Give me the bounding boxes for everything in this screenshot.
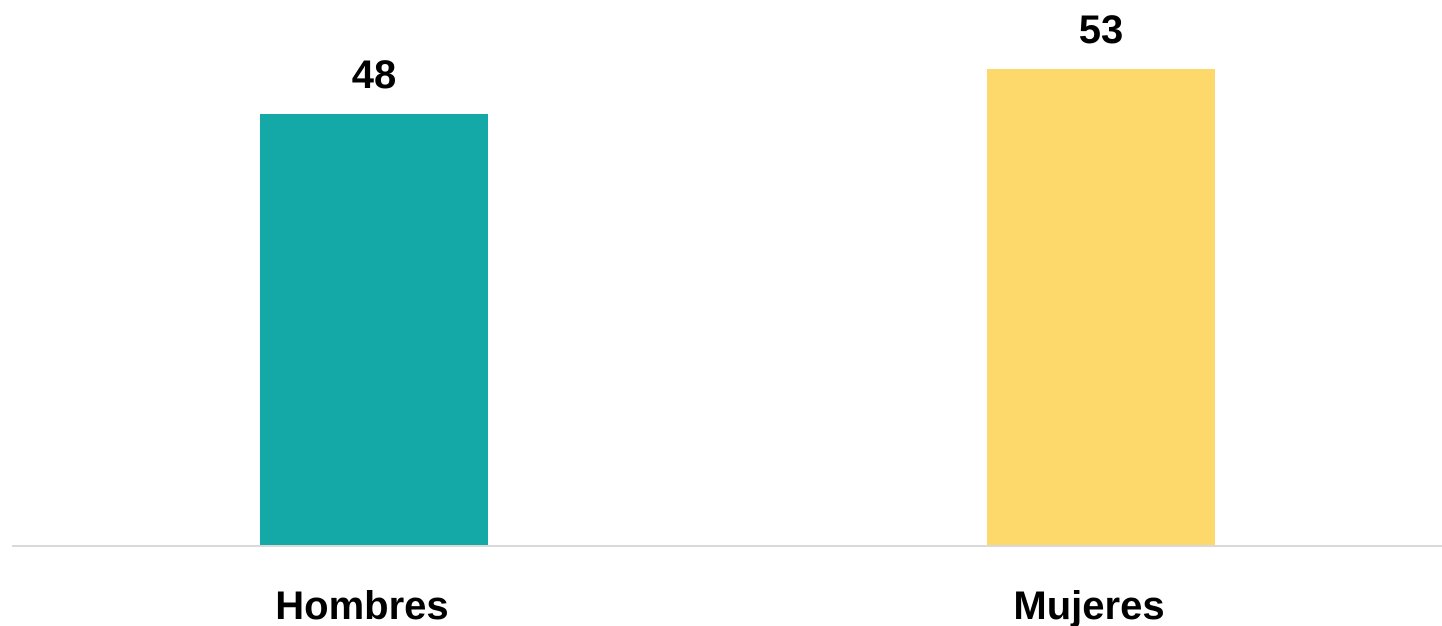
bar-mujeres [987,69,1215,546]
value-labels-group: 48 53 [352,8,1124,97]
category-label-hombres: Hombres [275,584,448,626]
value-label-mujeres: 53 [1079,8,1124,52]
bar-hombres [260,114,488,546]
category-label-mujeres: Mujeres [1013,584,1164,626]
value-label-hombres: 48 [352,53,397,97]
category-labels-group: Hombres Mujeres [275,584,1164,626]
bars-group [260,69,1215,546]
